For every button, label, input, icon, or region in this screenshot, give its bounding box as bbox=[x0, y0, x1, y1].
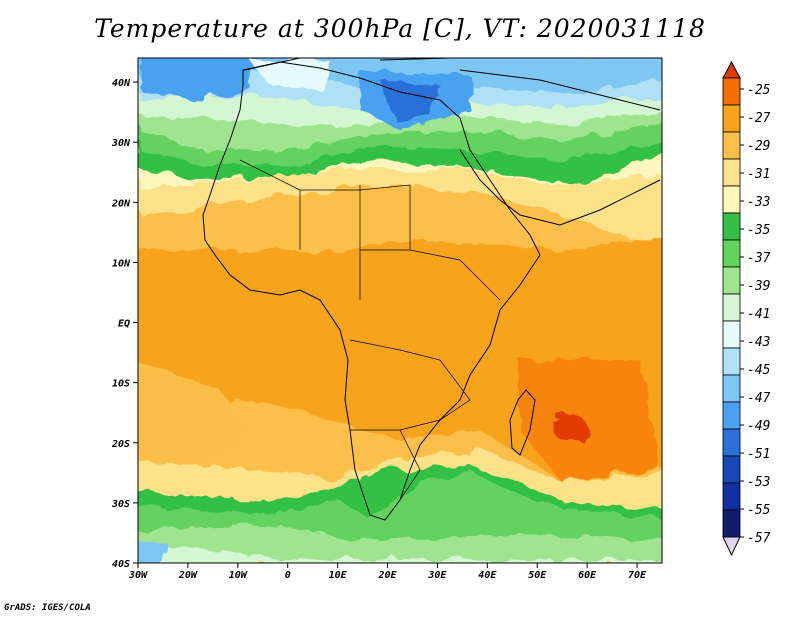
colorbar-label: -25 bbox=[747, 83, 771, 98]
arabia-coastline bbox=[459, 149, 661, 226]
colorbar-label: -45 bbox=[747, 363, 771, 378]
asia-coastline bbox=[459, 69, 661, 111]
colorbar-label: -51 bbox=[747, 447, 770, 462]
map-title: Temperature at 300hPa [C], VT: 202003111… bbox=[94, 14, 706, 43]
colorbar-bottom-arrow bbox=[722, 536, 741, 557]
colorbar-label: -39 bbox=[747, 279, 770, 294]
field-band-43-south bbox=[138, 545, 662, 563]
colorbar-swatch bbox=[722, 347, 741, 376]
x-tick-label: 0 bbox=[285, 570, 291, 581]
colorbar-label: -55 bbox=[747, 503, 771, 518]
colorbar-label: -31 bbox=[747, 167, 770, 182]
border-sahel bbox=[239, 159, 411, 251]
border-central bbox=[299, 185, 501, 301]
colorbar-label: -27 bbox=[747, 111, 771, 126]
coastlines bbox=[202, 58, 661, 521]
y-tick-label: 10N bbox=[112, 258, 131, 269]
x-tick-label: 20W bbox=[178, 570, 198, 581]
colorbar-swatch bbox=[722, 293, 741, 322]
country-borders bbox=[239, 159, 501, 501]
y-tick-label: 10S bbox=[112, 379, 130, 390]
y-tick-label: 30N bbox=[111, 138, 131, 149]
field-band-49-west bbox=[140, 58, 260, 100]
x-tick-label: 10E bbox=[329, 570, 348, 581]
colorbar-swatch bbox=[722, 509, 741, 538]
field-band-47-south bbox=[138, 537, 170, 563]
colorbar-label: -47 bbox=[747, 391, 771, 406]
map-frame bbox=[137, 57, 663, 564]
colorbar-swatch bbox=[722, 185, 741, 214]
colorbar-swatch bbox=[722, 266, 741, 295]
colorbar-swatch bbox=[722, 482, 741, 511]
x-tick-label: 50E bbox=[528, 570, 547, 581]
colorbar-swatch bbox=[722, 131, 741, 160]
field-band-27 bbox=[520, 360, 660, 480]
colorbar-label: -29 bbox=[747, 139, 770, 154]
x-tick-label: 70E bbox=[628, 570, 647, 581]
field-band-43-cap bbox=[250, 60, 330, 90]
colorbar-swatch bbox=[722, 158, 741, 187]
colorbar-label: -43 bbox=[747, 335, 770, 350]
colorbar-swatch bbox=[722, 239, 741, 268]
colorbar-label: -53 bbox=[747, 475, 770, 490]
colorbar-swatch bbox=[722, 455, 741, 484]
colorbar-label: -33 bbox=[747, 195, 770, 210]
x-tick-label: 40E bbox=[478, 570, 497, 581]
colorbar-swatch bbox=[722, 401, 741, 430]
field-band-41-south bbox=[138, 525, 662, 563]
colorbar-swatch bbox=[722, 428, 741, 457]
field-band-25 bbox=[553, 414, 587, 442]
africa-coastline bbox=[202, 61, 541, 521]
colorbar-top-arrow bbox=[722, 60, 741, 79]
x-tick-label: 60E bbox=[578, 570, 597, 581]
colorbar-swatch bbox=[722, 212, 741, 241]
colorbar-label: -41 bbox=[747, 307, 770, 322]
colorbar-swatch bbox=[722, 320, 741, 349]
y-axis: 40N 30N 20N 10N EQ 10S 20S 30S 40S bbox=[111, 78, 138, 570]
colorbar: -25 -27 -29 -31 -33 -35 -37 -39 -41 -43 -45 -47 -49 -… bbox=[722, 60, 771, 557]
x-tick-label: 10W bbox=[229, 570, 248, 581]
credit-text: GrADS: IGES/COLA bbox=[4, 603, 91, 613]
field-band-31-sw bbox=[138, 362, 250, 479]
border-south bbox=[399, 429, 421, 501]
colorbar-swatch bbox=[722, 374, 741, 403]
colorbar-label: -57 bbox=[747, 531, 771, 546]
madagascar-coastline bbox=[509, 389, 536, 456]
colorbar-label: -35 bbox=[747, 223, 771, 238]
y-tick-label: 40N bbox=[112, 78, 131, 89]
y-tick-label: 20S bbox=[111, 439, 130, 450]
y-tick-label: EQ bbox=[118, 319, 130, 330]
x-tick-label: 30E bbox=[427, 570, 447, 581]
colorbar-label: -49 bbox=[747, 419, 770, 434]
colorbar-label: -37 bbox=[747, 251, 771, 266]
temperature-field bbox=[138, 58, 662, 563]
x-tick-label: 20E bbox=[377, 570, 397, 581]
y-tick-label: 20N bbox=[111, 198, 131, 209]
x-axis: 30W 20W 10W 0 10E 20E 30E 40E 50E 60E 70E bbox=[128, 563, 647, 581]
y-tick-label: 30S bbox=[111, 499, 130, 510]
colorbar-swatch bbox=[722, 104, 741, 133]
y-tick-label: 40S bbox=[112, 559, 130, 570]
colorbar-swatch bbox=[722, 77, 741, 106]
x-tick-label: 30W bbox=[128, 570, 148, 581]
